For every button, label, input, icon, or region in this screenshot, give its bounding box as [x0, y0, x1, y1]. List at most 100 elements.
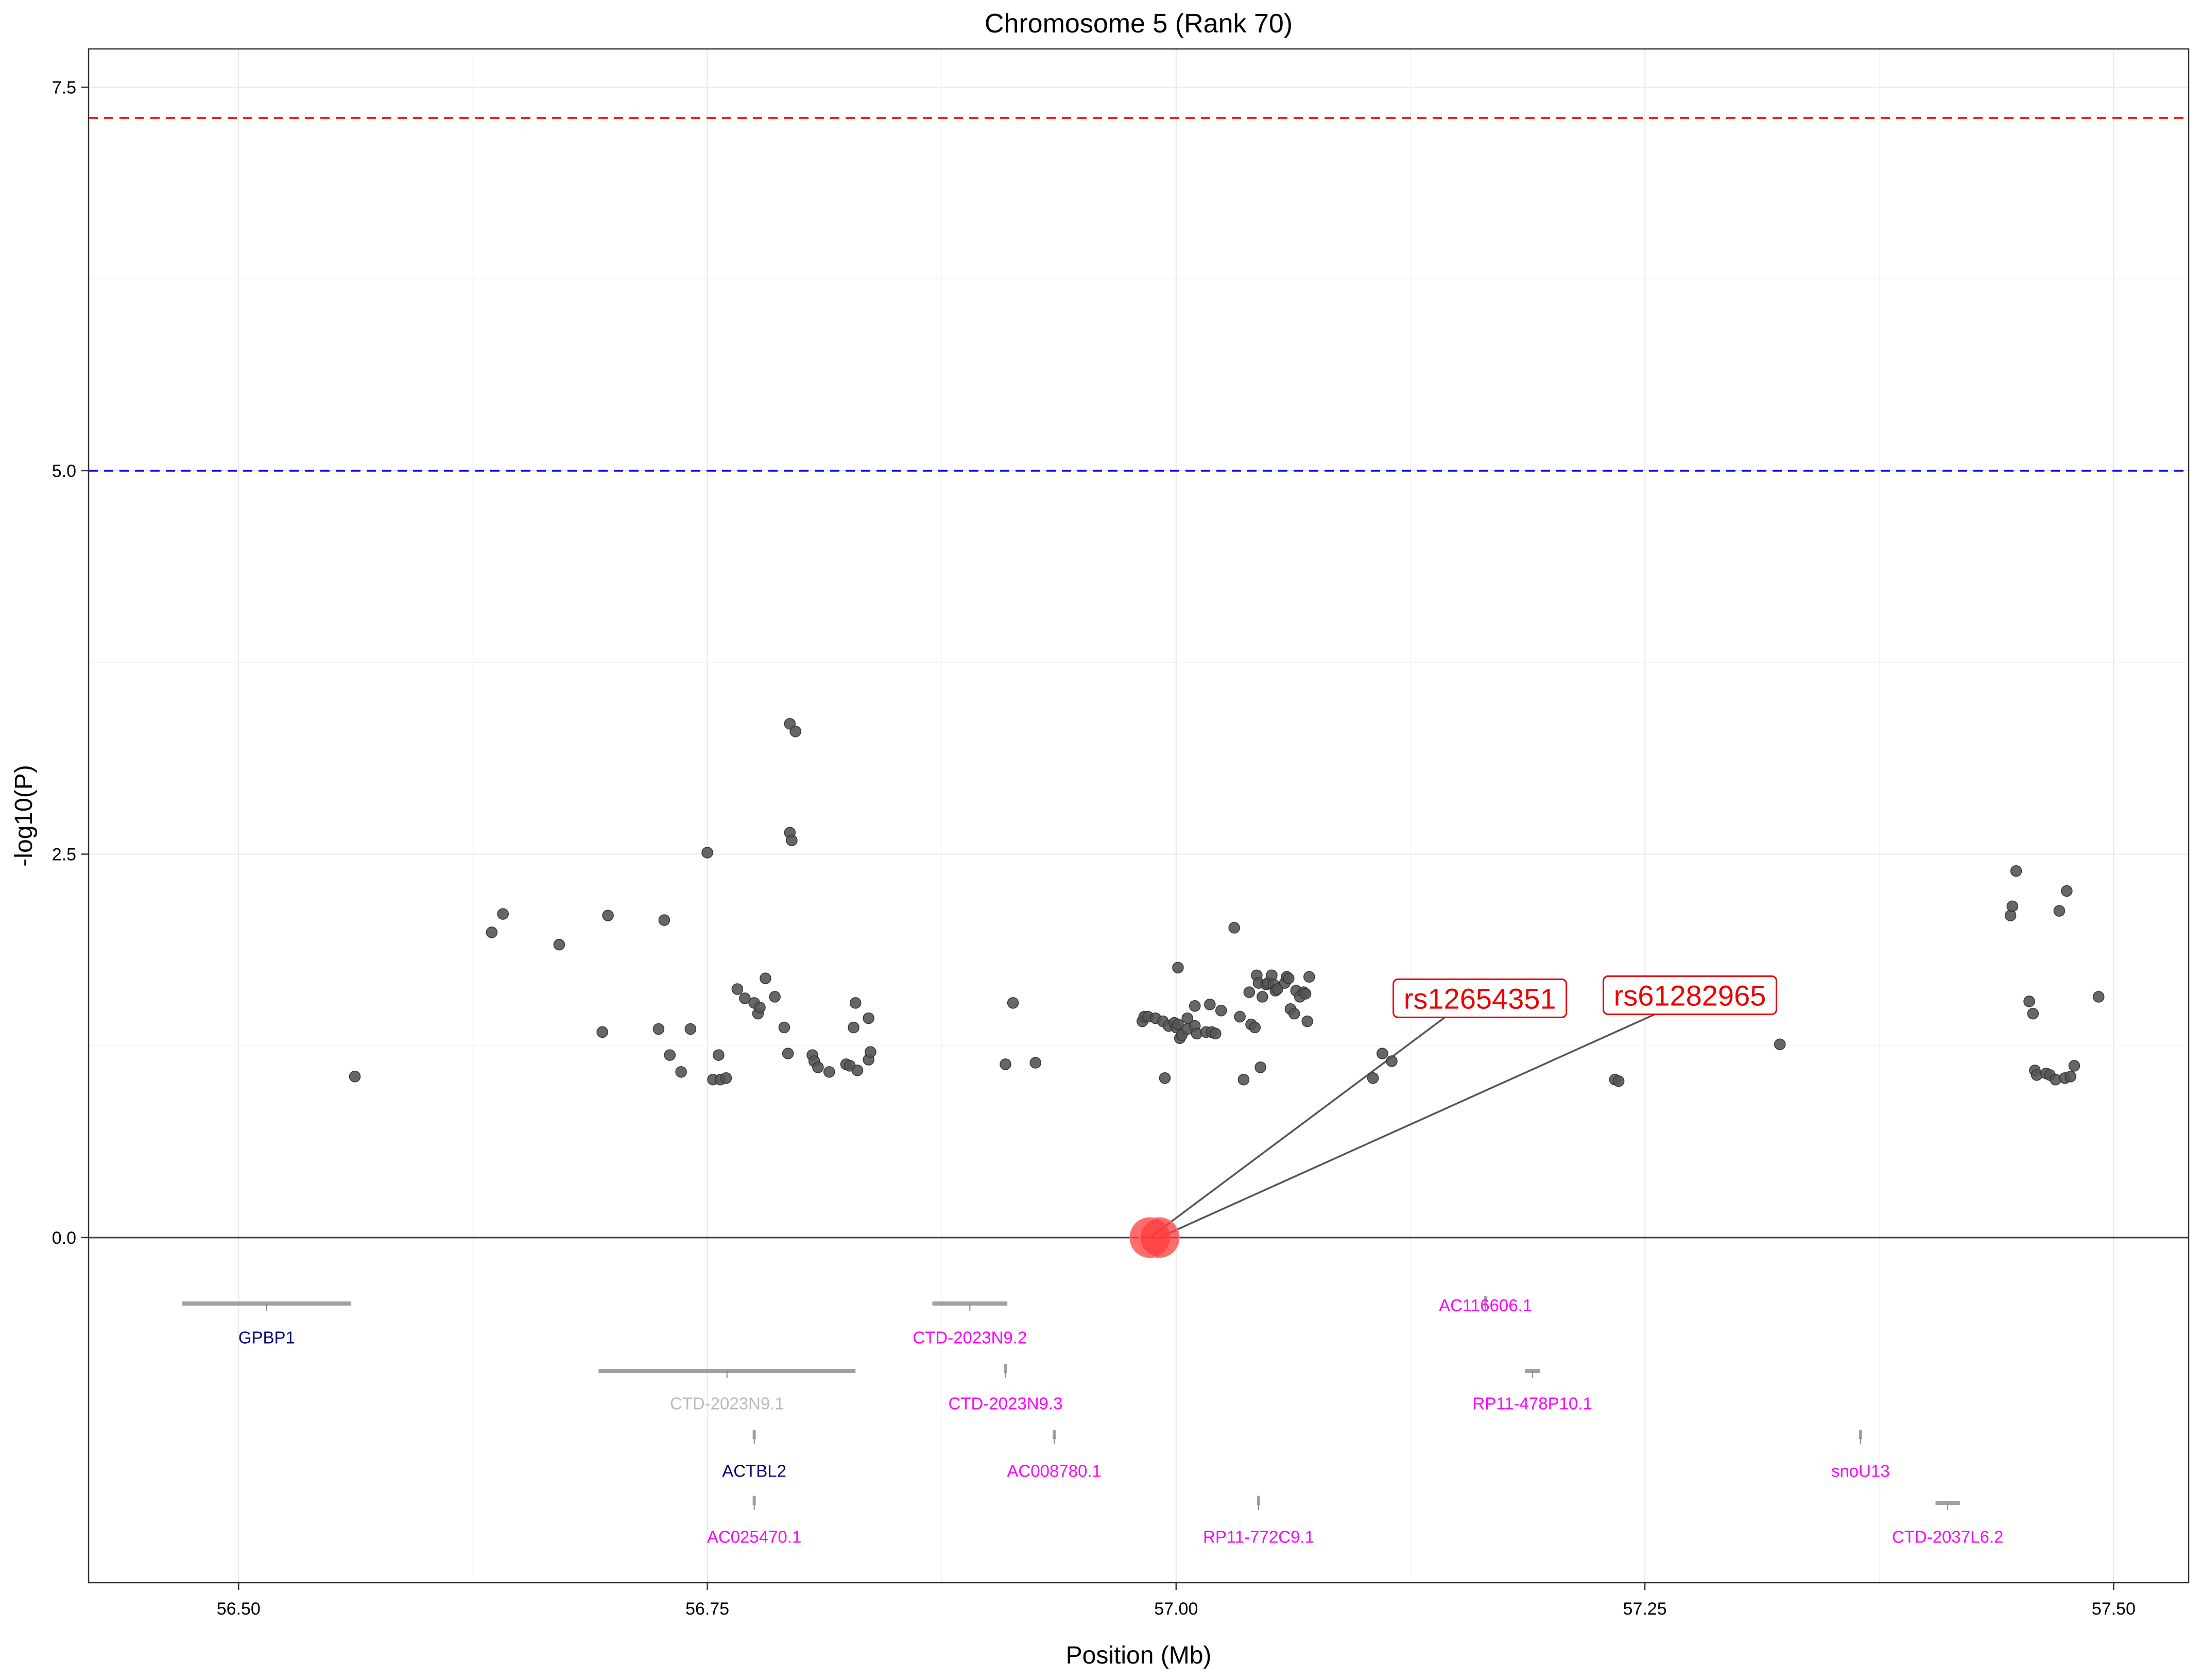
snp-point — [2006, 900, 2018, 912]
snp-point — [1243, 986, 1256, 998]
gene-label: AC116606.1 — [1439, 1296, 1532, 1315]
snp-point — [778, 1021, 790, 1034]
snp-point — [1159, 1072, 1171, 1084]
snp-point — [2068, 1060, 2080, 1072]
snp-point — [2027, 1007, 2039, 1020]
snp-point — [782, 1048, 794, 1059]
y-tick-label: 5.0 — [52, 461, 76, 481]
snp-label-box — [1602, 975, 1777, 1015]
snp-point — [851, 1065, 864, 1076]
snp-point — [602, 910, 614, 921]
x-tick-label: 57.25 — [1623, 1599, 1667, 1619]
gene-label: RP11-772C9.1 — [1203, 1528, 1314, 1547]
snp-label-text: rs12654351 — [1404, 982, 1556, 1015]
x-tick-label: 57.50 — [2092, 1599, 2136, 1619]
gene-label: snoU13 — [1831, 1462, 1890, 1481]
snp-point — [863, 1012, 874, 1024]
snp-point — [1189, 1000, 1201, 1012]
snp-point — [739, 992, 751, 1004]
snp-point — [1237, 1073, 1250, 1086]
gene-label: CTD-2023N9.1 — [670, 1394, 784, 1413]
snp-point — [1386, 1055, 1398, 1067]
snp-point — [1301, 1015, 1313, 1027]
y-tick-label: 7.5 — [52, 78, 76, 97]
gene-label: AC025470.1 — [707, 1528, 801, 1547]
snp-point — [1172, 962, 1184, 974]
snp-point — [1303, 971, 1315, 983]
snp-point — [865, 1046, 876, 1058]
leader-line — [1159, 1013, 1656, 1239]
highlighted-snp — [1139, 1217, 1180, 1258]
gene-bar — [752, 1430, 756, 1439]
gene-label: AC008780.1 — [1007, 1462, 1101, 1481]
x-tick-label: 56.75 — [685, 1599, 729, 1619]
axes: 56.50 56.75 57.00 57.25 57.50 0.0 2.5 5.0 7.5 — [52, 78, 2136, 1619]
gene-label: ACTBL2 — [722, 1462, 786, 1481]
snp-point — [1288, 1007, 1300, 1020]
y-tick-label: 0.0 — [52, 1228, 76, 1248]
snp-point — [1228, 922, 1240, 934]
snp-point — [769, 991, 781, 1003]
leader-line — [1149, 1016, 1446, 1239]
snp-point — [1257, 991, 1268, 1003]
snp-point — [2053, 905, 2066, 917]
x-tick-label: 56.50 — [217, 1599, 261, 1619]
snp-point — [713, 1049, 725, 1061]
label-leaders — [1149, 1013, 1656, 1239]
gene-label: CTD-2023N9.2 — [913, 1328, 1027, 1347]
snp-point — [684, 1023, 697, 1035]
snp-point — [720, 1072, 732, 1084]
snp-label-box — [1392, 978, 1568, 1018]
snp-point — [1283, 972, 1295, 984]
plot-panel — [89, 49, 2189, 1583]
snp-point — [497, 908, 509, 920]
x-tick-label: 57.00 — [1154, 1599, 1198, 1619]
snp-point — [2023, 996, 2035, 1007]
y-axis-label: -log10(P) — [10, 765, 38, 866]
snp-point — [731, 983, 744, 995]
plot-border — [88, 48, 2190, 1584]
snp-point — [1774, 1038, 1786, 1050]
gene-track: GPBP1 CTD-2023N9.2 AC116606.1 CTD-2023N9.1 C… — [182, 1296, 2003, 1547]
snp-point — [812, 1061, 824, 1073]
snp-point — [1254, 1061, 1266, 1073]
snp-point — [701, 847, 713, 859]
y-tick-label: 2.5 — [52, 845, 76, 864]
snp-point — [1000, 1058, 1011, 1070]
snp-point — [1367, 1072, 1379, 1084]
snp-label-text: rs61282965 — [1614, 979, 1766, 1012]
snp-point — [2010, 865, 2022, 877]
snp-point — [652, 1023, 665, 1035]
snp-point — [754, 1002, 766, 1014]
snp-point — [1377, 1048, 1388, 1059]
snp-point — [486, 927, 498, 938]
chart-title: Chromosome 5 (Rank 70) — [985, 9, 1293, 39]
snp-point — [786, 834, 798, 846]
snp-point — [1249, 1021, 1261, 1034]
snp-point — [349, 1071, 361, 1083]
snp-point — [1210, 1027, 1222, 1040]
grid — [89, 49, 2189, 1583]
gene-bar — [1859, 1430, 1862, 1439]
snp-point — [664, 1049, 676, 1061]
snp-point — [849, 997, 862, 1009]
snp-point — [553, 938, 565, 951]
snp-point — [658, 914, 670, 926]
snp-point — [1612, 1075, 1625, 1087]
gene-bar — [1004, 1364, 1007, 1374]
gene-label: CTD-2023N9.3 — [949, 1394, 1063, 1413]
snp-point — [2092, 991, 2105, 1003]
snp-point — [1299, 988, 1312, 1000]
snp-point — [2031, 1069, 2043, 1081]
snp-point — [1007, 997, 1019, 1009]
highlighted-snps — [1129, 1217, 1180, 1258]
snp-point — [1204, 999, 1216, 1010]
snp-points — [349, 718, 2105, 1087]
snp-point — [823, 1066, 835, 1078]
snp-point — [1215, 1004, 1227, 1017]
snp-point — [675, 1066, 687, 1078]
gene-bar — [1257, 1496, 1261, 1505]
snp-point — [596, 1026, 608, 1038]
snp-point — [789, 725, 801, 738]
